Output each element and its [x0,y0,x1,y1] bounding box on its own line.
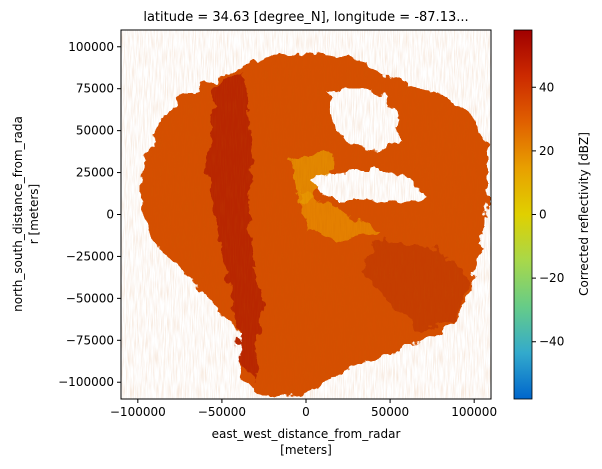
colorbar-tick-label: −20 [539,271,564,285]
colorbar-tick-label: −40 [539,335,564,349]
x-tick-label: −100000 [110,405,166,419]
x-axis: −100000 −50000 0 50000 100000 [110,399,497,419]
y-tick-label: −100000 [58,375,114,389]
y-axis-label-unit: r [meters] [27,184,41,244]
y-axis-label: north_south_distance_from_rada [11,116,25,312]
x-tick-label: −50000 [198,405,246,419]
colorbar-axis: 40 20 0 −20 −40 [532,80,564,349]
y-tick-label: 25000 [76,166,114,180]
y-tick-label: 50000 [76,124,114,138]
colorbar-label: Corrected reflectivity [dBZ] [577,132,591,296]
colorbar-tick-label: 20 [539,144,554,158]
plot-area [121,30,491,399]
x-tick-label: 100000 [451,405,497,419]
y-tick-label: 75000 [76,82,114,96]
colorbar-tick-label: 40 [539,80,554,94]
y-axis: 100000 75000 50000 25000 0 −25000 −50000 −75000… [58,40,121,389]
y-tick-label: 0 [106,208,114,222]
x-tick-label: 0 [302,405,310,419]
x-tick-label: 50000 [371,405,409,419]
y-tick-label: −25000 [66,249,114,263]
x-axis-label: east_west_distance_from_radar [212,427,401,441]
x-axis-label-unit: [meters] [280,443,332,457]
y-tick-label: −75000 [66,333,114,347]
colorbar [513,29,533,400]
y-tick-label: 100000 [68,40,114,54]
chart-title: latitude = 34.63 [degree_N], longitude =… [143,10,468,25]
colorbar-tick-label: 0 [539,208,547,222]
y-tick-label: −50000 [66,291,114,305]
